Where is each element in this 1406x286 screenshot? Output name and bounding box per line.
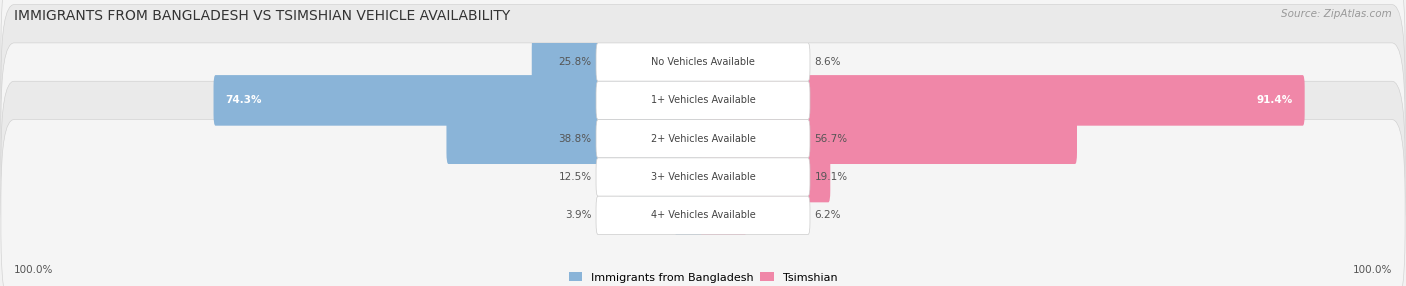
FancyBboxPatch shape bbox=[447, 114, 704, 164]
FancyBboxPatch shape bbox=[214, 75, 704, 126]
FancyBboxPatch shape bbox=[702, 37, 762, 87]
Text: 100.0%: 100.0% bbox=[14, 265, 53, 275]
FancyBboxPatch shape bbox=[1, 43, 1405, 235]
Text: 3.9%: 3.9% bbox=[565, 210, 592, 220]
FancyBboxPatch shape bbox=[702, 190, 745, 241]
FancyBboxPatch shape bbox=[596, 196, 810, 235]
Text: 38.8%: 38.8% bbox=[558, 134, 592, 144]
FancyBboxPatch shape bbox=[619, 152, 704, 202]
FancyBboxPatch shape bbox=[596, 120, 810, 158]
FancyBboxPatch shape bbox=[1, 120, 1405, 286]
Text: 19.1%: 19.1% bbox=[814, 172, 848, 182]
Text: 74.3%: 74.3% bbox=[225, 96, 262, 105]
FancyBboxPatch shape bbox=[1, 0, 1405, 158]
FancyBboxPatch shape bbox=[1, 5, 1405, 196]
FancyBboxPatch shape bbox=[702, 114, 1077, 164]
Text: 6.2%: 6.2% bbox=[814, 210, 841, 220]
FancyBboxPatch shape bbox=[702, 75, 1305, 126]
Text: 1+ Vehicles Available: 1+ Vehicles Available bbox=[651, 96, 755, 105]
Text: IMMIGRANTS FROM BANGLADESH VS TSIMSHIAN VEHICLE AVAILABILITY: IMMIGRANTS FROM BANGLADESH VS TSIMSHIAN … bbox=[14, 9, 510, 23]
FancyBboxPatch shape bbox=[1, 81, 1405, 273]
Text: 100.0%: 100.0% bbox=[1353, 265, 1392, 275]
Legend: Immigrants from Bangladesh, Tsimshian: Immigrants from Bangladesh, Tsimshian bbox=[569, 272, 837, 283]
FancyBboxPatch shape bbox=[596, 81, 810, 120]
Text: No Vehicles Available: No Vehicles Available bbox=[651, 57, 755, 67]
Text: 56.7%: 56.7% bbox=[814, 134, 848, 144]
Text: 3+ Vehicles Available: 3+ Vehicles Available bbox=[651, 172, 755, 182]
Text: 4+ Vehicles Available: 4+ Vehicles Available bbox=[651, 210, 755, 220]
Text: 8.6%: 8.6% bbox=[814, 57, 841, 67]
Text: 2+ Vehicles Available: 2+ Vehicles Available bbox=[651, 134, 755, 144]
Text: 25.8%: 25.8% bbox=[558, 57, 592, 67]
FancyBboxPatch shape bbox=[675, 190, 704, 241]
Text: Source: ZipAtlas.com: Source: ZipAtlas.com bbox=[1281, 9, 1392, 19]
FancyBboxPatch shape bbox=[531, 37, 704, 87]
FancyBboxPatch shape bbox=[702, 152, 831, 202]
Text: 91.4%: 91.4% bbox=[1257, 96, 1294, 105]
Text: 12.5%: 12.5% bbox=[558, 172, 592, 182]
FancyBboxPatch shape bbox=[596, 158, 810, 196]
FancyBboxPatch shape bbox=[596, 43, 810, 81]
